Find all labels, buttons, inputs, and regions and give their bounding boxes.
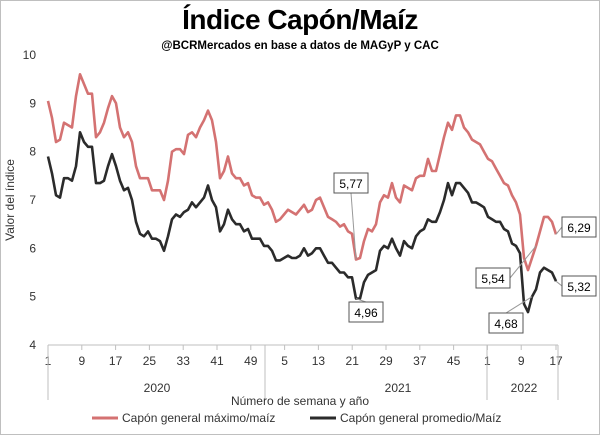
callout-leader: [555, 280, 563, 287]
x-tick-label: 9: [518, 354, 525, 368]
x-tick-label: 21: [346, 354, 360, 368]
x-tick-label: 17: [549, 354, 563, 368]
year-label: 2020: [144, 381, 171, 395]
x-axis-label: Número de semana y año: [231, 394, 369, 408]
legend-label-promedio: Capón general promedio/Maíz: [340, 411, 501, 425]
y-tick-label: 7: [29, 193, 36, 207]
series-line-maximo: [46, 73, 558, 272]
x-tick-label: 13: [312, 354, 326, 368]
callout-leader: [555, 226, 563, 235]
y-tick-label: 6: [29, 241, 36, 255]
legend-label-maximo: Capón general máximo/maíz: [122, 411, 275, 425]
x-tick-label: 33: [177, 354, 191, 368]
y-tick-label: 10: [23, 48, 37, 62]
x-tick-label: 29: [379, 354, 393, 368]
data-label: 5,32: [567, 280, 591, 294]
x-tick-label: 49: [244, 354, 258, 368]
data-label: 4,68: [494, 317, 518, 331]
x-tick-label: 45: [447, 354, 461, 368]
x-tick-label: 5: [281, 354, 288, 368]
series-line-promedio: [46, 131, 558, 314]
data-label: 4,96: [354, 306, 378, 320]
callout-box: [475, 267, 511, 289]
chart-subtitle: @BCRMercados en base a datos de MAGyP y …: [161, 40, 439, 52]
data-label: 5,77: [339, 177, 363, 191]
chart-title: Índice Capón/Maíz: [182, 4, 418, 35]
callout-leader: [509, 245, 537, 279]
year-label: 2021: [385, 381, 412, 395]
y-tick-label: 4: [29, 338, 36, 352]
x-tick-label: 37: [413, 354, 427, 368]
callout-leader: [355, 298, 367, 303]
data-label: 6,29: [567, 221, 591, 235]
data-label: 5,54: [481, 272, 505, 286]
x-tick-label: 1: [484, 354, 491, 368]
x-tick-label: 17: [109, 354, 123, 368]
callout-box: [561, 216, 597, 238]
x-tick-label: 9: [78, 354, 85, 368]
year-label: 2022: [511, 381, 538, 395]
callout-box: [333, 172, 369, 194]
callout-box: [488, 312, 524, 334]
y-axis-label: Valor del índice: [3, 159, 17, 241]
x-tick-label: 41: [210, 354, 224, 368]
callout-leader: [505, 296, 533, 314]
callout-box: [561, 275, 597, 297]
callout-leader: [350, 192, 357, 260]
y-tick-label: 9: [29, 96, 36, 110]
y-tick-label: 5: [29, 290, 36, 304]
callout-box: [348, 301, 384, 323]
x-tick-label: 25: [143, 354, 157, 368]
y-tick-label: 8: [29, 145, 36, 159]
